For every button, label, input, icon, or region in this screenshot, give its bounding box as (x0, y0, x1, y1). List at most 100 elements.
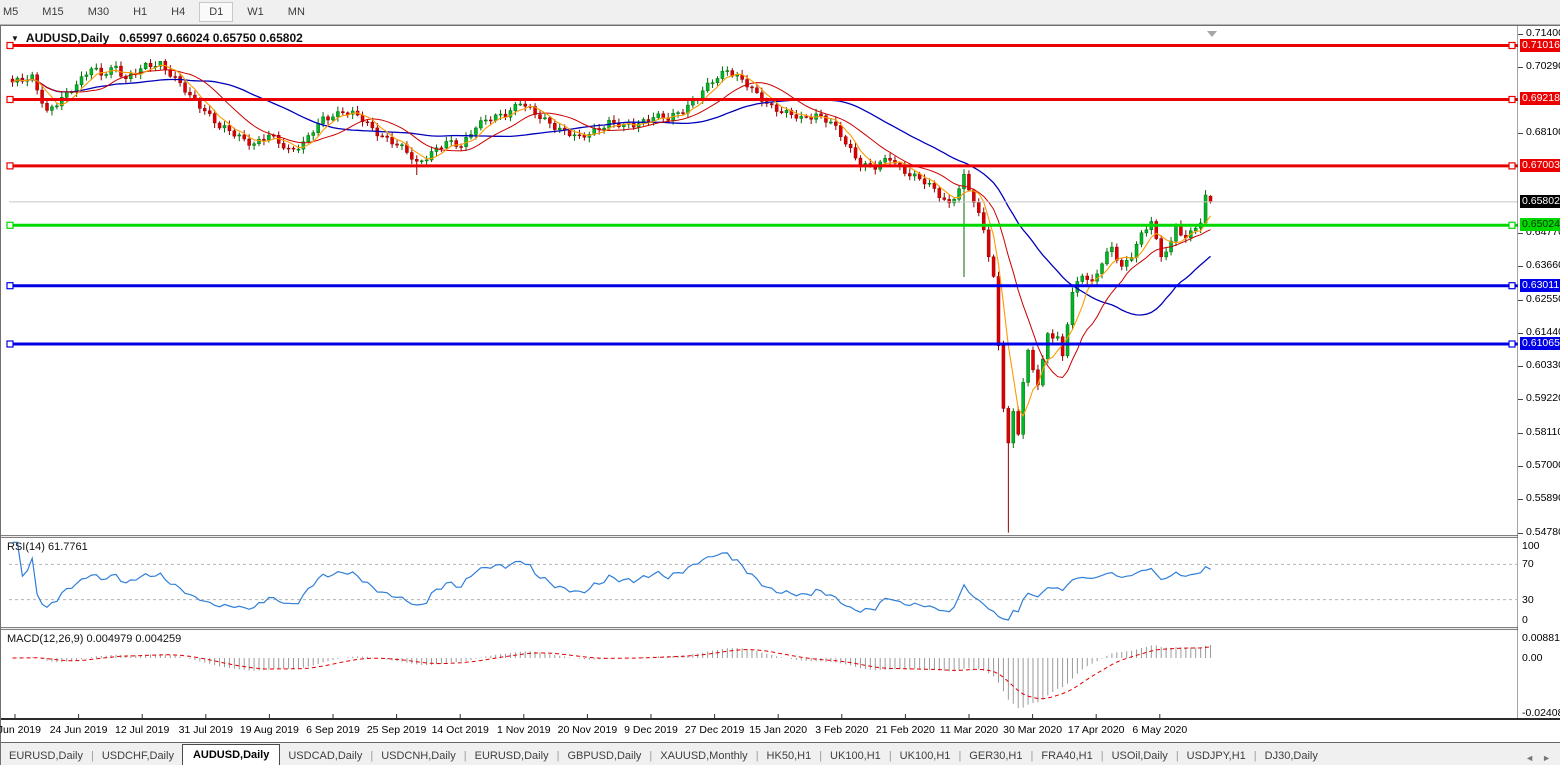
tab-separator: | (370, 750, 374, 762)
level-line-handle[interactable] (1508, 282, 1516, 290)
tab-separator: | (1175, 750, 1179, 762)
price-tick-mark (1518, 433, 1523, 434)
macd-axis-label: -0.02408 (1522, 706, 1560, 719)
pane-resize-handle[interactable] (1, 535, 1560, 538)
level-line-handle[interactable] (1508, 41, 1516, 50)
level-line-handle[interactable] (1508, 95, 1516, 104)
date-tick-label: 1 Nov 2019 (496, 724, 551, 736)
symbol-tab-audusd-daily[interactable]: AUDUSD,Daily (181, 744, 281, 765)
time-axis[interactable]: 5 Jun 2019 24 Jun 2019 12 Jul 2019 31 Jul 2… (0, 718, 1560, 742)
price-level-badge: 0.63011 (1520, 278, 1560, 292)
symbol-tab-uk100-h1[interactable]: UK100,H1 (830, 750, 881, 762)
price-tick-mark (1518, 399, 1523, 400)
price-level-badge: 0.69218 (1520, 92, 1560, 106)
timeframe-button-m30[interactable]: M30 (87, 6, 110, 18)
tab-separator: | (888, 750, 892, 762)
timeframe-button-h4[interactable]: H4 (171, 6, 186, 18)
date-tick-label: 30 Mar 2020 (1003, 724, 1063, 736)
tab-scroll-right-icon[interactable]: ► (1542, 753, 1551, 763)
price-level-badge: 0.61065 (1520, 337, 1560, 351)
symbol-dropdown-icon[interactable]: ▼ (11, 33, 19, 43)
symbol-tab-ger30-h1[interactable]: GER30,H1 (969, 750, 1023, 762)
price-tick-label: 0.58110 (1526, 425, 1560, 438)
price-tick-mark (1518, 333, 1523, 334)
symbol-tab-usdcnh-daily[interactable]: USDCNH,Daily (381, 750, 456, 762)
symbol-tab-dj30-daily[interactable]: DJ30,Daily (1264, 750, 1318, 762)
macd-indicator-label: MACD(12,26,9) 0.004979 0.004259 (7, 633, 182, 645)
symbol-tab-eurusd-daily[interactable]: EURUSD,Daily (9, 750, 83, 762)
timeframe-button-d1[interactable]: D1 (199, 2, 234, 22)
date-tick-label: 17 Apr 2020 (1067, 724, 1125, 736)
level-line-handle[interactable] (6, 282, 14, 290)
level-line-handle[interactable] (6, 162, 14, 170)
symbol-tab-usdjpy-h1[interactable]: USDJPY,H1 (1186, 750, 1246, 762)
symbol-tab-uk100-h1[interactable]: UK100,H1 (899, 750, 951, 762)
level-line-handle[interactable] (1508, 221, 1516, 229)
timeframe-toolbar: M5 M15 M30 H1 H4 D1 W1 MN (0, 0, 1560, 25)
price-tick-mark (1518, 499, 1523, 500)
price-level-badge: 0.65024 (1520, 218, 1560, 232)
price-tick-mark (1518, 266, 1523, 267)
symbol-tab-usdchf-daily[interactable]: USDCHF,Daily (101, 750, 174, 762)
rsi-axis-label: 100 (1522, 540, 1540, 552)
timeframe-button-mn[interactable]: MN (287, 6, 305, 18)
tab-separator: | (1030, 750, 1034, 762)
date-tick-label: 9 Dec 2019 (624, 724, 678, 736)
symbol-tab-gbpusd-daily[interactable]: GBPUSD,Daily (567, 750, 642, 762)
level-line-handle[interactable] (6, 221, 14, 229)
tab-scroll-arrows: ◄ ► (1525, 753, 1560, 765)
price-level-badge: 0.67003 (1520, 158, 1560, 172)
date-tick-label: 15 Jan 2020 (749, 724, 808, 736)
level-line-handle[interactable] (6, 95, 14, 104)
symbol-tab-usoil-daily[interactable]: USOil,Daily (1111, 750, 1168, 762)
date-tick-label: 5 Jun 2019 (0, 724, 41, 736)
rsi-axis-label: 0 (1522, 614, 1528, 626)
macd-axis-label: 0.008815 (1522, 631, 1560, 644)
ma-slow-line (12, 78, 1211, 316)
chart-ohlc-values: 0.65997 0.66024 0.65750 0.65802 (119, 31, 303, 45)
date-tick-label: 3 Feb 2020 (815, 724, 869, 736)
price-axis[interactable]: 0.714000.702900.681000.647700.636600.625… (1518, 26, 1560, 719)
symbol-tab-fra40-h1[interactable]: FRA40,H1 (1041, 750, 1093, 762)
symbol-tab-hk50-h1[interactable]: HK50,H1 (766, 750, 812, 762)
date-tick-label: 21 Feb 2020 (875, 724, 935, 736)
tab-separator: | (556, 750, 560, 762)
price-tick-mark (1518, 233, 1523, 234)
tab-separator: | (755, 750, 759, 762)
tab-scroll-left-icon[interactable]: ◄ (1525, 753, 1535, 763)
rsi-indicator-label: RSI(14) 61.7761 (7, 541, 88, 553)
tab-separator: | (819, 750, 823, 762)
macd-axis-label: 0.00 (1522, 652, 1543, 664)
timeframe-button-m15[interactable]: M15 (42, 6, 64, 18)
timeframe-button-m5[interactable]: M5 (3, 6, 19, 18)
macd-histogram (16, 644, 1211, 709)
timeframe-button-w1[interactable]: W1 (247, 6, 264, 18)
level-line-handle[interactable] (6, 41, 14, 50)
symbol-tab-eurusd-daily[interactable]: EURUSD,Daily (474, 750, 549, 762)
symbol-tab-usdcad-daily[interactable]: USDCAD,Daily (288, 750, 363, 762)
level-line-handle[interactable] (1508, 162, 1516, 170)
date-tick-label: 12 Jul 2019 (115, 724, 170, 736)
tab-separator: | (1253, 750, 1257, 762)
price-tick-mark (1518, 300, 1523, 301)
chart-window[interactable]: ▼ AUDUSD,Daily 0.65997 0.66024 0.65750 0… (0, 25, 1560, 765)
level-line-handle[interactable] (1508, 340, 1516, 348)
price-tick-mark (1518, 67, 1523, 68)
timeframe-button-h1[interactable]: H1 (133, 6, 148, 18)
chart-plot-area[interactable] (1, 26, 1560, 718)
pane-resize-handle[interactable] (1, 627, 1560, 630)
price-tick-mark (1518, 34, 1523, 35)
tab-separator: | (649, 750, 653, 762)
chart-shift-icon[interactable] (1207, 31, 1217, 37)
price-level-badge: 0.71016 (1520, 38, 1560, 52)
date-tick-label: 31 Jul 2019 (178, 724, 233, 736)
level-line-handle[interactable] (6, 340, 14, 348)
symbol-tab-xauusd-monthly[interactable]: XAUUSD,Monthly (660, 750, 748, 762)
